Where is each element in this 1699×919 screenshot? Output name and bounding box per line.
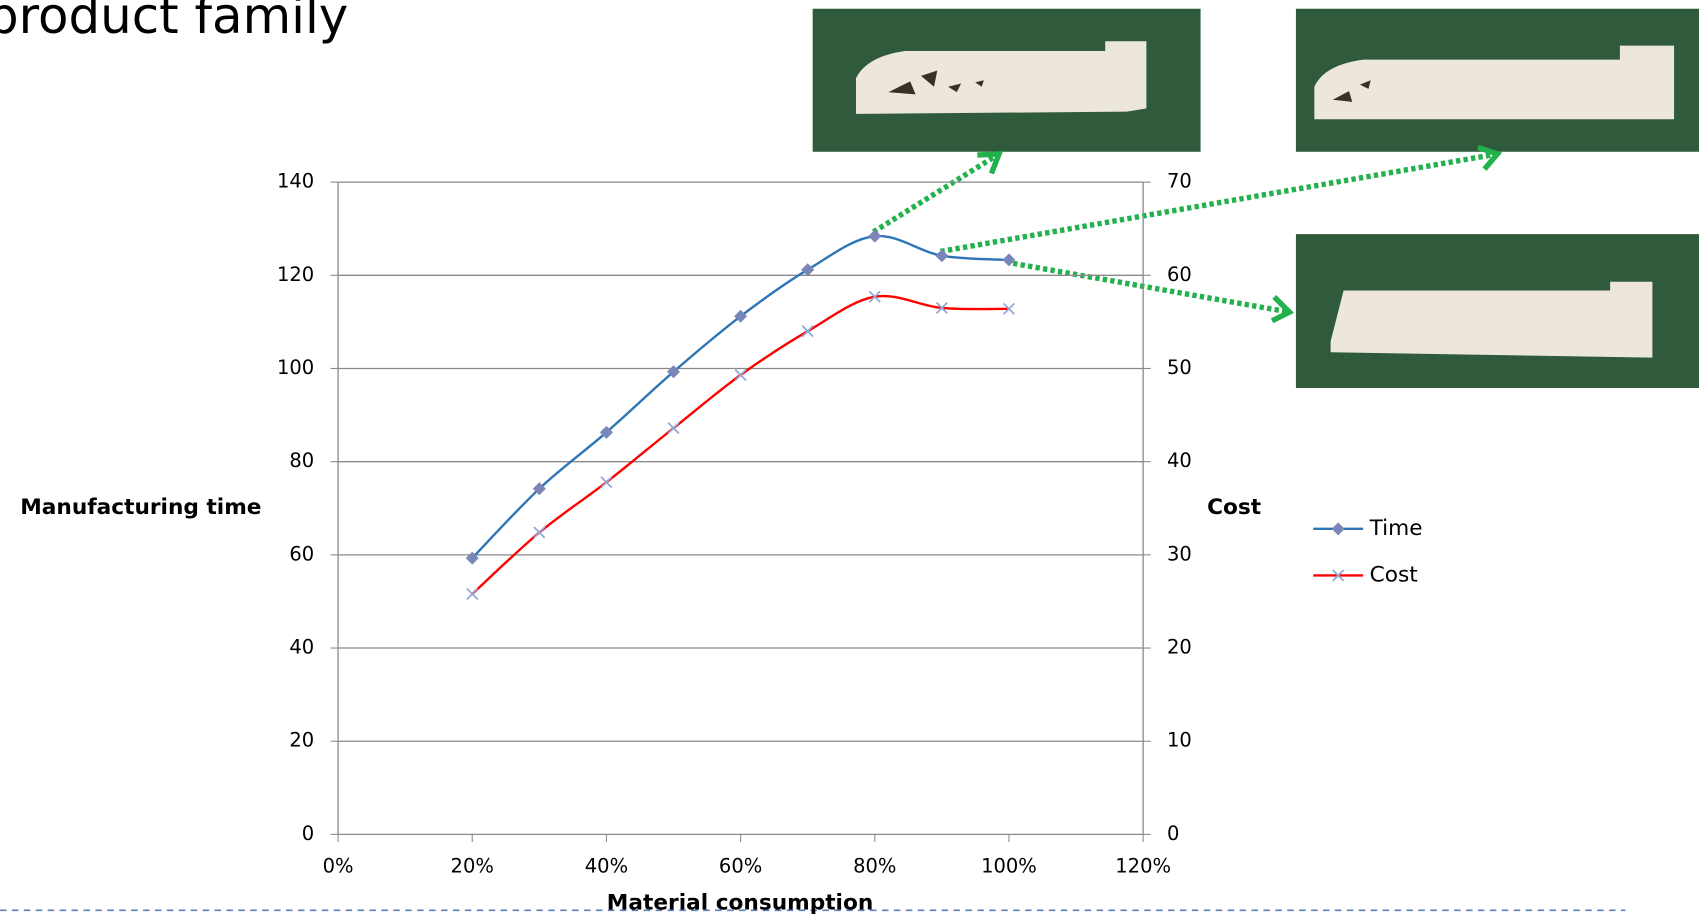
- marker: [801, 263, 814, 276]
- x-tick-label: 100%: [981, 854, 1037, 877]
- legend-label: Cost: [1370, 562, 1418, 587]
- x-tick-label: 0%: [323, 854, 354, 877]
- y2-axis-title: Cost: [1207, 495, 1261, 520]
- series-line: [472, 296, 1009, 594]
- marker: [735, 370, 746, 381]
- marker: [868, 230, 881, 243]
- x-tick-label: 80%: [853, 854, 896, 877]
- y-tick-label: 120: [277, 263, 314, 286]
- series-line: [472, 236, 1009, 558]
- y2-tick-label: 50: [1167, 356, 1192, 379]
- marker: [1332, 522, 1345, 535]
- x-tick-label: 40%: [585, 854, 628, 877]
- photo: [813, 9, 1201, 152]
- slide-title: product family: [0, 0, 348, 45]
- y2-tick-label: 40: [1167, 449, 1192, 472]
- x-axis-title: Material consumption: [607, 891, 873, 916]
- x-tick-label: 60%: [719, 854, 762, 877]
- x-tick-label: 20%: [451, 854, 494, 877]
- y2-tick-label: 70: [1167, 170, 1192, 193]
- photo: [1296, 9, 1699, 152]
- slide: product family Manufacturing time Cost M…: [0, 0, 1699, 919]
- marker: [935, 249, 948, 262]
- marker: [802, 326, 813, 337]
- legend-label: Time: [1369, 516, 1423, 541]
- y-tick-label: 20: [289, 729, 314, 752]
- y2-tick-label: 30: [1167, 542, 1192, 565]
- y-tick-label: 0: [302, 822, 314, 845]
- marker: [668, 423, 679, 434]
- y2-tick-label: 20: [1167, 636, 1192, 659]
- y2-tick-label: 60: [1167, 263, 1192, 286]
- y2-tick-label: 10: [1167, 729, 1192, 752]
- y2-tick-label: 0: [1167, 822, 1179, 845]
- y-tick-label: 60: [289, 542, 314, 565]
- marker: [467, 589, 478, 600]
- y-tick-label: 100: [277, 356, 314, 379]
- y-tick-label: 80: [289, 449, 314, 472]
- y-tick-label: 140: [277, 170, 314, 193]
- marker: [534, 527, 545, 538]
- y-axis-title: Manufacturing time: [20, 495, 261, 520]
- y-tick-label: 40: [289, 636, 314, 659]
- marker: [601, 477, 612, 488]
- x-tick-label: 120%: [1115, 854, 1171, 877]
- photo: [1296, 234, 1699, 388]
